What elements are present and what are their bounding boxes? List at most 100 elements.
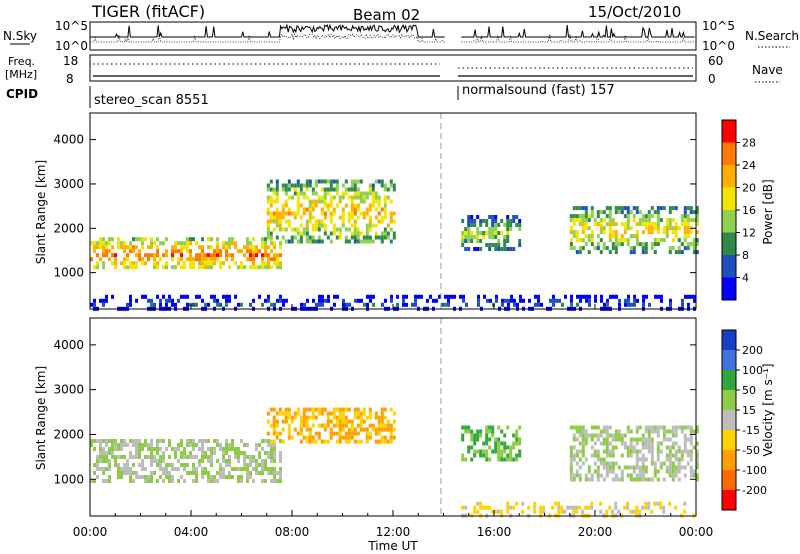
power-cell: [165, 298, 168, 303]
velocity-cell: [605, 509, 609, 514]
velocity-cell: [279, 479, 282, 483]
velocity-cell: [692, 469, 696, 474]
power-cell: [144, 237, 147, 242]
power-cell: [315, 302, 318, 307]
power-cell: [290, 239, 294, 244]
velocity-cell: [102, 439, 105, 443]
velocity-cell: [581, 449, 585, 454]
power-cell: [392, 235, 396, 240]
power-cell: [108, 237, 111, 242]
velocity-cell: [308, 431, 312, 436]
power-cell: [207, 257, 210, 262]
power-cell: [276, 257, 279, 262]
velocity-cell: [320, 439, 324, 444]
power-cell: [296, 195, 300, 200]
velocity-cell: [383, 427, 387, 432]
velocity-cell: [674, 465, 678, 470]
velocity-cell: [261, 467, 264, 471]
power-cell: [243, 245, 246, 250]
velocity-cell: [177, 443, 180, 447]
power-cell: [534, 294, 537, 299]
velocity-cell: [183, 447, 186, 451]
velocity-cell: [287, 411, 291, 416]
power-cell: [602, 218, 606, 223]
velocity-cell: [677, 457, 681, 462]
velocity-cell: [210, 479, 213, 483]
power-cell: [345, 302, 348, 307]
power-cell: [210, 261, 213, 266]
velocity-cell: [467, 425, 471, 430]
power-cell: [587, 238, 591, 243]
velocity-cell: [123, 463, 126, 467]
velocity-cell: [296, 431, 300, 436]
velocity-cell: [632, 449, 636, 454]
power-cell: [264, 261, 267, 266]
velocity-cell: [338, 411, 342, 416]
power-cell: [590, 238, 594, 243]
power-cell: [105, 249, 108, 254]
power-cell: [653, 226, 657, 231]
power-cell: [287, 223, 291, 228]
power-cell: [311, 223, 315, 228]
velocity-cell: [269, 439, 273, 444]
velocity-cell: [272, 419, 276, 424]
velocity-cell: [344, 407, 348, 412]
power-cell: [240, 302, 243, 307]
power-cell: [494, 243, 498, 247]
power-cell: [488, 247, 492, 251]
power-cell: [356, 207, 360, 212]
power-cell: [252, 249, 255, 254]
velocity-cell: [228, 443, 231, 447]
power-colorbar-swatch-3: [722, 210, 736, 233]
velocity-cell: [240, 467, 243, 471]
power-cell: [674, 234, 678, 239]
velocity-cell: [596, 437, 600, 442]
velocity-cell: [596, 449, 600, 454]
power-cell: [632, 214, 636, 219]
power-cell: [129, 302, 132, 307]
velocity-cell: [575, 437, 579, 442]
velocity-cell: [683, 437, 687, 442]
power-cell: [620, 242, 624, 247]
power-cell: [653, 250, 657, 255]
velocity-cell: [647, 449, 651, 454]
power-cell: [261, 245, 264, 250]
velocity-cell: [123, 439, 126, 443]
velocity-cell: [111, 443, 114, 447]
power-cell: [488, 227, 492, 231]
velocity-cell: [593, 425, 597, 430]
power-cell: [275, 179, 279, 184]
velocity-cell: [192, 479, 195, 483]
velocity-cell: [608, 461, 612, 466]
power-cell: [323, 223, 327, 228]
power-cell: [461, 243, 465, 247]
power-cell: [506, 215, 510, 219]
power-cell: [656, 210, 660, 215]
velocity-cell: [635, 425, 639, 430]
power-cell: [494, 247, 498, 251]
power-cell: [279, 294, 282, 299]
power-cell: [606, 302, 609, 307]
velocity-cell: [284, 415, 288, 420]
power-cell: [123, 245, 126, 250]
power-cell: [680, 218, 684, 223]
power-cell: [371, 203, 375, 208]
velocity-cell: [135, 471, 138, 475]
power-cell: [329, 231, 333, 236]
power-cell: [392, 183, 396, 188]
power-cell: [308, 203, 312, 208]
velocity-cell: [272, 415, 276, 420]
velocity-cell: [515, 437, 519, 442]
power-cell: [494, 215, 498, 219]
velocity-colorbar-swatch-1: [722, 350, 736, 371]
power-ytick-label-2: 3000: [53, 177, 84, 191]
power-cell: [129, 245, 132, 250]
velocity-cell: [341, 419, 345, 424]
power-cell: [266, 187, 270, 192]
velocity-cell: [293, 427, 297, 432]
power-cell: [647, 222, 651, 227]
power-cell: [216, 241, 219, 246]
power-cell: [599, 210, 603, 215]
velocity-cell: [270, 471, 273, 475]
